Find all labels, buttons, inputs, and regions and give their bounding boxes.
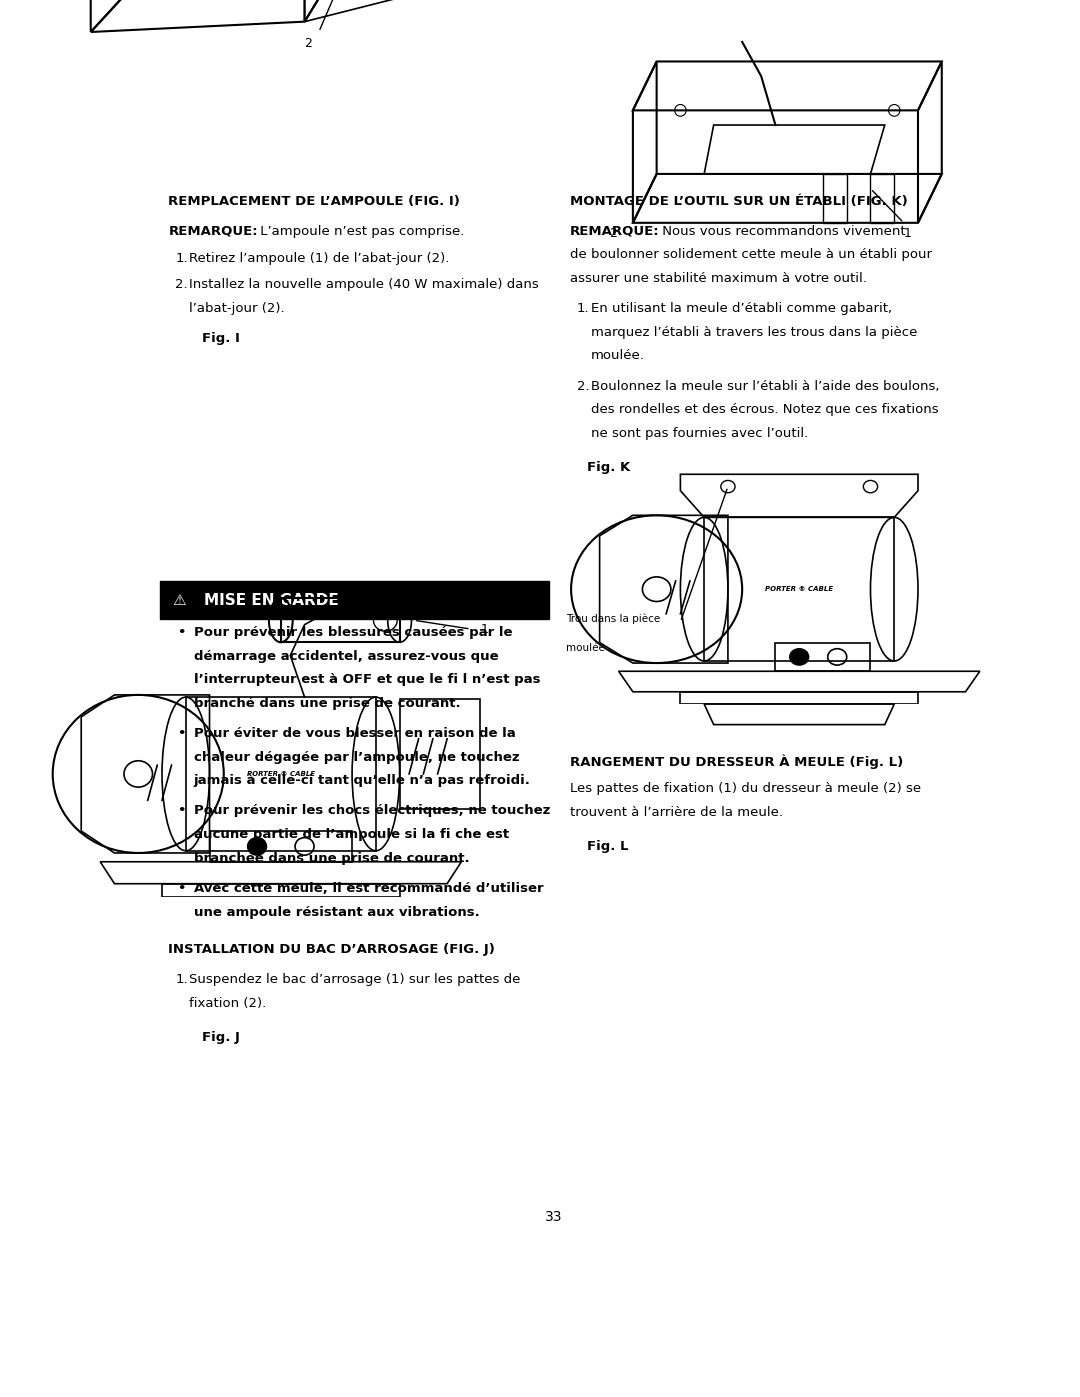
Text: Pour prévenir les chocs électriques, ne touchez: Pour prévenir les chocs électriques, ne …: [193, 805, 550, 817]
Text: RANGEMENT DU DRESSEUR À MEULE (Fig. L): RANGEMENT DU DRESSEUR À MEULE (Fig. L): [570, 754, 904, 770]
Text: Suspendez le bac d’arrosage (1) sur les pattes de: Suspendez le bac d’arrosage (1) sur les …: [189, 974, 521, 986]
Text: aucune partie de l’ampoule si la fi che est: aucune partie de l’ampoule si la fi che …: [193, 828, 509, 841]
Text: 2: 2: [305, 38, 312, 50]
Text: Retirez l’ampoule (1) de l’abat-jour (2).: Retirez l’ampoule (1) de l’abat-jour (2)…: [189, 251, 449, 264]
Text: Boulonnez la meule sur l’établi à l’aide des boulons,: Boulonnez la meule sur l’établi à l’aide…: [591, 380, 940, 393]
Text: Pour éviter de vous blesser en raison de la: Pour éviter de vous blesser en raison de…: [193, 726, 515, 740]
Text: moulée: moulée: [566, 643, 605, 652]
Text: démarrage accidentel, assurez-vous que: démarrage accidentel, assurez-vous que: [193, 650, 498, 662]
Text: 2: 2: [243, 602, 251, 615]
Text: 1.: 1.: [175, 974, 188, 986]
Text: chaleur dégagée par l’ampoule, ne touchez: chaleur dégagée par l’ampoule, ne touche…: [193, 750, 519, 764]
Text: Nous vous recommandons vivement: Nous vous recommandons vivement: [658, 225, 906, 237]
FancyBboxPatch shape: [160, 581, 550, 619]
Text: REMARQUE:: REMARQUE:: [168, 225, 258, 237]
Text: moulée.: moulée.: [591, 349, 645, 362]
Text: jamais à celle-ci tant qu’elle n’a pas refroidi.: jamais à celle-ci tant qu’elle n’a pas r…: [193, 774, 530, 788]
Text: Avec cette meule, il est recommandé d’utiliser: Avec cette meule, il est recommandé d’ut…: [193, 882, 543, 895]
Text: REMARQUE:: REMARQUE:: [570, 225, 660, 237]
Text: Fig. K: Fig. K: [588, 461, 631, 475]
Text: Les pattes de fixation (1) du dresseur à meule (2) se: Les pattes de fixation (1) du dresseur à…: [570, 782, 921, 795]
Text: PORTER ® CABLE: PORTER ® CABLE: [246, 771, 315, 777]
Text: 1.: 1.: [577, 302, 590, 316]
Text: 2: 2: [609, 228, 617, 240]
Text: branchée dans une prise de courant.: branchée dans une prise de courant.: [193, 852, 469, 865]
Text: •: •: [177, 882, 186, 895]
Text: fixation (2).: fixation (2).: [189, 997, 267, 1010]
Text: assurer une stabilité maximum à votre outil.: assurer une stabilité maximum à votre ou…: [570, 272, 867, 285]
Text: En utilisant la meule d’établi comme gabarit,: En utilisant la meule d’établi comme gab…: [591, 302, 892, 316]
Text: trouvent à l’arrière de la meule.: trouvent à l’arrière de la meule.: [570, 806, 783, 819]
Text: •: •: [177, 805, 186, 817]
Text: REMPLACEMENT DE L’AMPOULE (FIG. I): REMPLACEMENT DE L’AMPOULE (FIG. I): [168, 194, 460, 208]
Circle shape: [247, 838, 267, 855]
Text: marquez l’établi à travers les trous dans la pièce: marquez l’établi à travers les trous dan…: [591, 326, 918, 338]
Text: •: •: [177, 626, 186, 638]
Text: 2.: 2.: [175, 278, 188, 292]
Text: INSTALLATION DU BAC D’ARROSAGE (FIG. J): INSTALLATION DU BAC D’ARROSAGE (FIG. J): [168, 943, 496, 956]
Text: 2.: 2.: [577, 380, 590, 393]
Text: Fig. L: Fig. L: [588, 840, 629, 854]
Text: l’abat-jour (2).: l’abat-jour (2).: [189, 302, 285, 316]
Text: une ampoule résistant aux vibrations.: une ampoule résistant aux vibrations.: [193, 905, 480, 919]
Text: ⚠: ⚠: [173, 592, 186, 608]
Text: 1: 1: [481, 623, 488, 637]
Text: MONTAGE DE L’OUTIL SUR UN ÉTABLI (FIG. K): MONTAGE DE L’OUTIL SUR UN ÉTABLI (FIG. K…: [570, 194, 908, 208]
Text: l’interrupteur est à OFF et que le fi l n’est pas: l’interrupteur est à OFF et que le fi l …: [193, 673, 540, 686]
Text: Installez la nouvelle ampoule (40 W maximale) dans: Installez la nouvelle ampoule (40 W maxi…: [189, 278, 539, 292]
Text: 33: 33: [544, 1210, 563, 1224]
Text: L’ampoule n’est pas comprise.: L’ampoule n’est pas comprise.: [256, 225, 464, 237]
Text: PORTER ® CABLE: PORTER ® CABLE: [765, 587, 834, 592]
Text: MISE EN GARDE: MISE EN GARDE: [204, 592, 338, 608]
Text: •: •: [177, 726, 186, 740]
Text: Fig. I: Fig. I: [202, 332, 240, 345]
Text: branché dans une prise de courant.: branché dans une prise de courant.: [193, 697, 460, 710]
Circle shape: [789, 648, 809, 665]
Text: Fig. J: Fig. J: [202, 1031, 240, 1045]
Text: ne sont pas fournies avec l’outil.: ne sont pas fournies avec l’outil.: [591, 427, 809, 440]
Text: Trou dans la pièce: Trou dans la pièce: [566, 613, 661, 624]
Text: 1.: 1.: [175, 251, 188, 264]
Text: des rondelles et des écrous. Notez que ces fixations: des rondelles et des écrous. Notez que c…: [591, 404, 939, 416]
Text: Pour prévenir les blessures causées par le: Pour prévenir les blessures causées par …: [193, 626, 512, 638]
Text: 1: 1: [904, 228, 912, 240]
Text: de boulonner solidement cette meule à un établi pour: de boulonner solidement cette meule à un…: [570, 249, 932, 261]
